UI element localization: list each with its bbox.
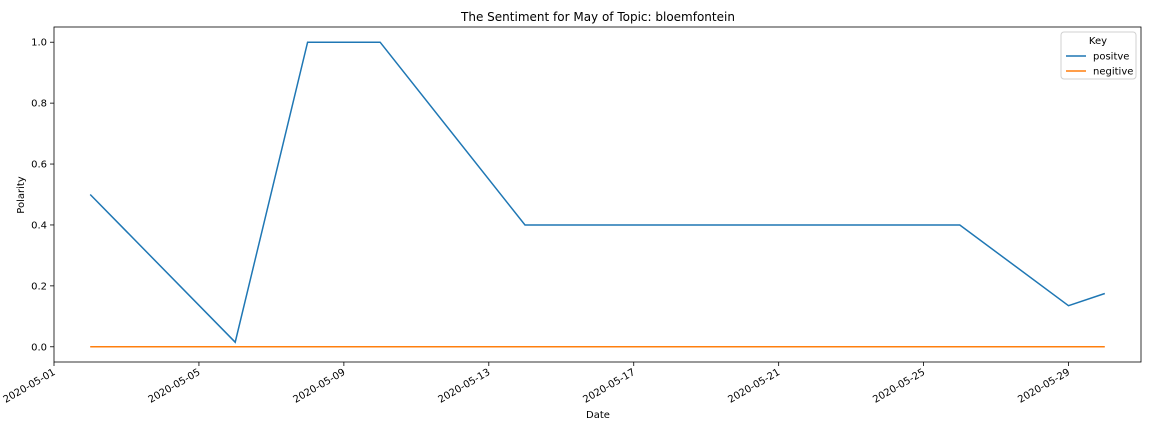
x-tick-label: 2020-05-29 <box>1016 367 1072 406</box>
x-tick-label: 2020-05-05 <box>147 367 203 406</box>
chart-title: The Sentiment for May of Topic: bloemfon… <box>460 10 735 24</box>
x-tick-label: 2020-05-09 <box>292 367 348 406</box>
x-tick-label: 2020-05-25 <box>871 367 927 406</box>
y-tick-label: 0.8 <box>31 99 47 110</box>
legend-title: Key <box>1089 36 1107 47</box>
legend-label-negitive: negitive <box>1093 67 1133 78</box>
legend-label-positve: positve <box>1093 52 1129 63</box>
y-tick-label: 0.4 <box>31 220 47 231</box>
x-axis: 2020-05-01 2020-05-05 2020-05-09 2020-05-13… <box>2 362 1072 406</box>
y-tick-label: 1.0 <box>31 38 47 49</box>
y-axis-title: Polarity <box>16 176 27 214</box>
y-tick-label: 0.2 <box>31 281 47 292</box>
y-axis: 0.0 0.2 0.4 0.6 0.8 1.0 <box>31 38 54 353</box>
legend: Key positve negitive <box>1060 31 1137 80</box>
x-axis-title: Date <box>586 410 610 421</box>
x-tick-label: 2020-05-13 <box>436 367 492 406</box>
plot-frame <box>53 26 1142 363</box>
x-tick-label: 2020-05-01 <box>2 367 58 406</box>
y-tick-label: 0.6 <box>31 160 47 171</box>
x-tick-label: 2020-05-21 <box>726 367 782 406</box>
y-tick-label: 0.0 <box>31 342 47 353</box>
series-line-positve <box>89 41 1106 344</box>
legend-frame <box>1060 31 1137 80</box>
plot-area <box>89 41 1106 348</box>
x-tick-label: 2020-05-17 <box>581 367 637 406</box>
